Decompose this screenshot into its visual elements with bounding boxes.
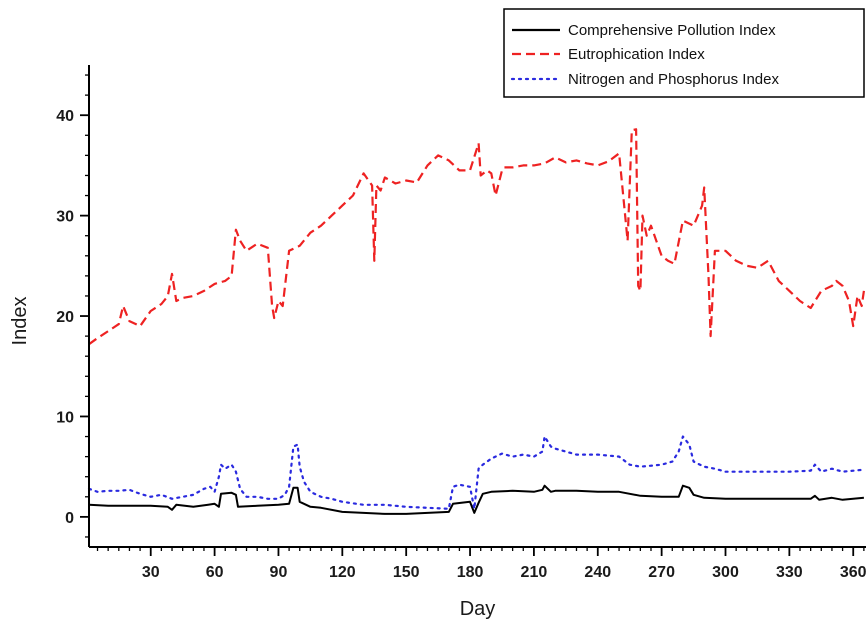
x-tick-label: 210 bbox=[521, 564, 548, 581]
x-tick-label: 30 bbox=[142, 564, 160, 581]
legend-label-eutrophication: Eutrophication Index bbox=[568, 46, 705, 63]
x-tick-label: 330 bbox=[776, 564, 803, 581]
x-axis-ticks: 30 60 90 120 150 180 210 240 270 300 330 360 bbox=[96, 547, 867, 581]
legend-box bbox=[503, 8, 865, 98]
x-tick-label: 300 bbox=[712, 564, 739, 581]
y-axis-title: Index bbox=[9, 297, 31, 346]
x-axis-title: Day bbox=[460, 598, 496, 620]
series-line-nitrogen-phosphorus-index bbox=[87, 435, 866, 510]
series-group bbox=[87, 128, 866, 515]
y-axis-ticks: 0 10 20 30 40 bbox=[56, 74, 89, 538]
x-tick-label: 120 bbox=[329, 564, 356, 581]
legend-label-comprehensive: Comprehensive Pollution Index bbox=[568, 22, 776, 39]
y-tick-label: 20 bbox=[56, 309, 74, 326]
x-tick-label: 60 bbox=[206, 564, 224, 581]
y-tick-label: 10 bbox=[56, 409, 74, 426]
legend: Comprehensive Pollution Index Eutrophica… bbox=[503, 8, 865, 98]
x-tick-label: 180 bbox=[457, 564, 484, 581]
x-tick-label: 270 bbox=[648, 564, 675, 581]
legend-label-nitrogen-phosphorus: Nitrogen and Phosphorus Index bbox=[568, 71, 779, 88]
x-tick-label: 90 bbox=[270, 564, 288, 581]
series-line-comprehensive-pollution-index bbox=[88, 484, 864, 515]
y-tick-label: 0 bbox=[65, 510, 74, 527]
y-tick-label: 40 bbox=[56, 108, 74, 125]
x-tick-label: 360 bbox=[840, 564, 867, 581]
x-tick-label: 240 bbox=[584, 564, 611, 581]
x-tick-label: 150 bbox=[393, 564, 420, 581]
series-line-eutrophication-index bbox=[88, 128, 865, 346]
y-tick-label: 30 bbox=[56, 209, 74, 226]
